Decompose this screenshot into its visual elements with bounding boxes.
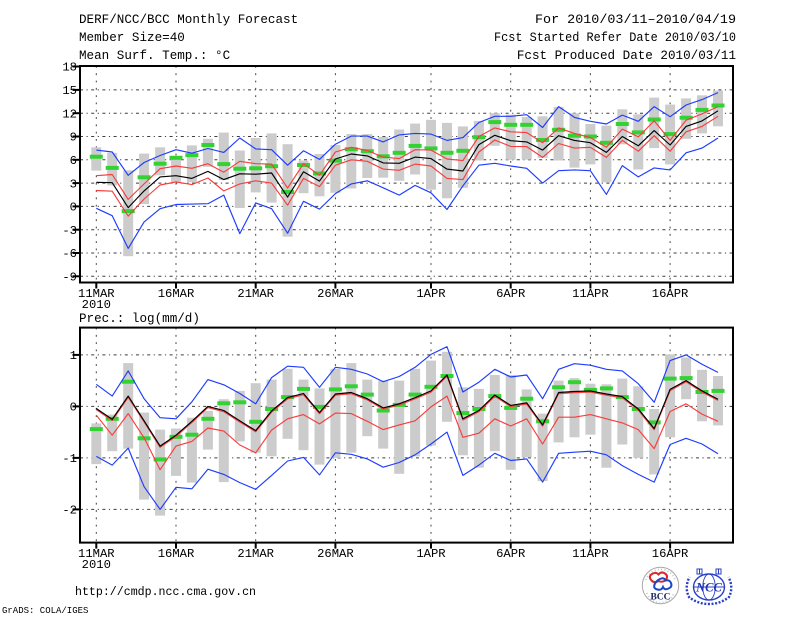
svg-text:0: 0: [70, 201, 77, 215]
svg-text:16APR: 16APR: [652, 547, 689, 561]
svg-text:0: 0: [70, 401, 77, 415]
svg-text:16APR: 16APR: [652, 287, 689, 301]
svg-text:-3: -3: [62, 224, 77, 238]
svg-text:26MAR: 26MAR: [317, 287, 354, 301]
svg-text:-6: -6: [62, 247, 77, 261]
svg-text:11APR: 11APR: [572, 287, 609, 301]
svg-text:6APR: 6APR: [496, 547, 525, 561]
svg-text:18: 18: [62, 61, 77, 75]
svg-text:Mean Surf. Temp.: °C: Mean Surf. Temp.: °C: [79, 49, 231, 63]
svg-text:Fcst Produced Date 2010/03/11: Fcst Produced Date 2010/03/11: [517, 49, 736, 63]
svg-text:2010: 2010: [82, 558, 111, 572]
svg-text:DERF/NCC/BCC Monthly Forecast: DERF/NCC/BCC Monthly Forecast: [79, 13, 298, 27]
svg-text:2010: 2010: [82, 298, 111, 312]
svg-text:-1: -1: [62, 452, 77, 466]
svg-text:12: 12: [62, 107, 77, 121]
svg-text:For 2010/03/11–2010/04/19: For 2010/03/11–2010/04/19: [535, 13, 736, 27]
svg-text:Fcst Started Refer Date 2010/0: Fcst Started Refer Date 2010/03/10: [494, 31, 736, 45]
svg-text:6APR: 6APR: [496, 287, 525, 301]
svg-text:11MAR: 11MAR: [78, 547, 115, 561]
svg-text:3: 3: [70, 177, 77, 191]
svg-text:9: 9: [70, 131, 77, 145]
svg-text:-2: -2: [62, 504, 77, 518]
svg-text:BCC: BCC: [650, 593, 670, 603]
svg-text:21MAR: 21MAR: [237, 547, 274, 561]
svg-text:11APR: 11APR: [572, 547, 609, 561]
svg-text:NCC: NCC: [695, 581, 722, 595]
svg-text:Member Size=40: Member Size=40: [79, 31, 185, 45]
svg-text:1: 1: [70, 349, 77, 363]
svg-text:http://cmdp.ncc.cma.gov.cn: http://cmdp.ncc.cma.gov.cn: [75, 585, 256, 599]
svg-text:Prec.: log(mm/d): Prec.: log(mm/d): [79, 312, 200, 326]
svg-text:1APR: 1APR: [416, 547, 445, 561]
svg-text:GrADS: COLA/IGES: GrADS: COLA/IGES: [2, 606, 88, 616]
svg-text:26MAR: 26MAR: [317, 547, 354, 561]
svg-text:21MAR: 21MAR: [237, 287, 274, 301]
svg-text:15: 15: [62, 84, 77, 98]
svg-text:1APR: 1APR: [416, 287, 445, 301]
svg-text:16MAR: 16MAR: [158, 547, 195, 561]
svg-text:16MAR: 16MAR: [158, 287, 195, 301]
svg-text:6: 6: [70, 154, 77, 168]
svg-text:11MAR: 11MAR: [78, 287, 115, 301]
svg-text:-9: -9: [62, 271, 77, 285]
